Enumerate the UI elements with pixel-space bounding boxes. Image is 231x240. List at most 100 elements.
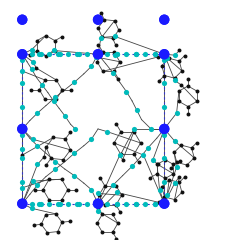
Point — [117, 60, 121, 64]
Point — [89, 137, 93, 141]
Point — [194, 141, 198, 144]
Point — [163, 158, 166, 162]
Point — [172, 78, 176, 82]
Point — [182, 175, 186, 179]
Point — [96, 202, 99, 206]
Point — [85, 202, 88, 206]
Point — [132, 130, 135, 133]
Point — [159, 64, 163, 67]
Point — [59, 35, 63, 39]
Point — [68, 148, 72, 152]
Point — [31, 179, 34, 183]
Point — [20, 58, 24, 62]
Point — [152, 202, 156, 206]
Point — [152, 202, 156, 206]
Point — [20, 202, 24, 206]
Point — [66, 188, 69, 192]
Point — [162, 202, 165, 206]
Point — [100, 212, 104, 216]
Point — [39, 202, 43, 206]
Point — [157, 79, 160, 83]
Point — [162, 127, 165, 131]
Point — [134, 202, 137, 206]
Point — [179, 69, 183, 73]
Point — [167, 56, 170, 60]
Point — [47, 177, 51, 181]
Point — [40, 83, 44, 87]
Point — [117, 153, 121, 157]
Point — [72, 174, 76, 178]
Point — [162, 18, 165, 22]
Point — [112, 19, 116, 23]
Point — [53, 160, 57, 163]
Point — [102, 184, 106, 187]
Point — [20, 127, 24, 131]
Point — [20, 156, 24, 160]
Point — [39, 222, 43, 226]
Point — [155, 162, 159, 166]
Point — [143, 52, 146, 56]
Point — [155, 55, 159, 59]
Point — [113, 53, 116, 57]
Point — [96, 202, 99, 206]
Point — [94, 55, 97, 59]
Point — [162, 58, 165, 62]
Point — [112, 70, 116, 73]
Point — [72, 151, 76, 155]
Point — [20, 127, 24, 131]
Point — [100, 230, 104, 234]
Point — [115, 52, 118, 56]
Point — [53, 95, 57, 99]
Point — [132, 152, 135, 156]
Point — [89, 188, 93, 192]
Point — [152, 52, 156, 56]
Point — [85, 52, 88, 56]
Point — [32, 223, 35, 227]
Point — [66, 202, 69, 206]
Point — [59, 198, 63, 202]
Point — [68, 88, 72, 92]
Point — [134, 52, 137, 56]
Point — [39, 52, 43, 56]
Point — [105, 202, 109, 206]
Point — [157, 188, 161, 192]
Point — [148, 176, 152, 180]
Point — [20, 127, 24, 131]
Point — [124, 90, 128, 94]
Point — [20, 186, 24, 190]
Point — [28, 53, 32, 57]
Point — [185, 105, 189, 108]
Point — [141, 153, 145, 157]
Point — [37, 88, 41, 92]
Point — [157, 200, 160, 204]
Point — [113, 35, 116, 38]
Point — [194, 99, 198, 103]
Point — [60, 88, 64, 92]
Point — [114, 122, 117, 126]
Point — [163, 177, 166, 180]
Point — [96, 206, 100, 210]
Point — [110, 212, 114, 216]
Point — [44, 54, 48, 58]
Point — [118, 210, 122, 214]
Point — [58, 202, 62, 206]
Point — [30, 206, 33, 210]
Point — [51, 136, 55, 139]
Point — [105, 52, 109, 56]
Point — [134, 202, 137, 206]
Point — [105, 130, 109, 134]
Point — [162, 81, 165, 85]
Point — [66, 52, 69, 56]
Point — [47, 202, 50, 206]
Point — [172, 198, 176, 202]
Point — [102, 203, 106, 207]
Point — [112, 50, 116, 54]
Point — [114, 203, 117, 207]
Point — [77, 52, 81, 56]
Point — [20, 81, 24, 85]
Point — [47, 52, 50, 56]
Point — [53, 49, 57, 53]
Point — [155, 172, 158, 176]
Point — [98, 176, 102, 180]
Point — [185, 84, 189, 88]
